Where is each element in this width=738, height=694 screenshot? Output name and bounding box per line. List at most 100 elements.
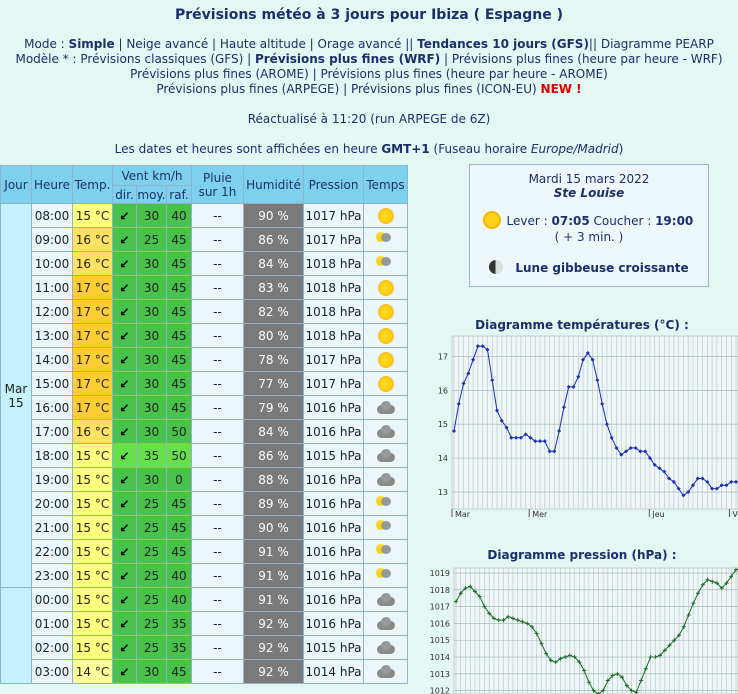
plot-area bbox=[451, 335, 738, 510]
wind-avg-cell: 25 bbox=[136, 539, 167, 564]
data-point bbox=[525, 621, 530, 626]
rain-cell: -- bbox=[191, 395, 244, 420]
tz-middle: (Fuseau horaire bbox=[433, 142, 528, 156]
temp-cell: 17 °C bbox=[72, 395, 113, 420]
table-row: 18:00 15 °C ↙ 35 50 -- 86 % 1015 hPa bbox=[1, 443, 408, 468]
humidity-cell: 77 % bbox=[243, 371, 304, 396]
x-tick-label: Mer bbox=[532, 510, 548, 519]
hour-cell: 02:00 bbox=[31, 635, 73, 660]
info-date: Mardi 15 mars 2022 bbox=[528, 172, 650, 186]
temp-cell: 15 °C bbox=[72, 587, 113, 612]
page-title: Prévisions météo à 3 jours pour Ibiza ( … bbox=[175, 7, 563, 23]
forecast-table: Jour Heure Temp. Vent km/h Pluie sur 1h … bbox=[0, 165, 408, 684]
hour-cell: 00:00 bbox=[31, 587, 73, 612]
modele-icon-link[interactable]: Prévisions plus fines (ICON-EU) bbox=[350, 82, 537, 96]
wind-dir-cell: ↙ bbox=[112, 491, 137, 516]
header-temps: Temps bbox=[363, 165, 408, 204]
mode-neige-link[interactable]: Neige avancé bbox=[126, 37, 209, 51]
hour-cell: 08:00 bbox=[31, 203, 73, 228]
mode-altitude-link[interactable]: Haute altitude bbox=[219, 37, 306, 51]
mode-simple-link[interactable]: Simple bbox=[68, 37, 115, 51]
pressure-cell: 1018 hPa bbox=[303, 323, 364, 348]
modele-wrf-hourly-link[interactable]: Prévisions plus fines (heure par heure -… bbox=[451, 52, 723, 66]
temp-cell: 15 °C bbox=[72, 539, 113, 564]
wind-gust-cell: 45 bbox=[166, 299, 192, 324]
data-point bbox=[605, 678, 610, 683]
data-point bbox=[671, 479, 676, 484]
y-tick-label: 1015 bbox=[430, 636, 450, 645]
wind-dir-cell: ↙ bbox=[112, 347, 137, 372]
data-point bbox=[471, 357, 476, 362]
pressure-cell: 1017 hPa bbox=[303, 227, 364, 252]
x-tick-label: Ven bbox=[732, 510, 738, 519]
hour-cell: 18:00 bbox=[31, 443, 73, 468]
hour-cell: 23:00 bbox=[31, 563, 73, 588]
wind-avg-cell: 25 bbox=[136, 611, 167, 636]
data-point bbox=[595, 378, 600, 383]
wind-gust-cell: 40 bbox=[166, 587, 192, 612]
hour-cell: 01:00 bbox=[31, 611, 73, 636]
data-point bbox=[496, 618, 501, 623]
data-point bbox=[463, 586, 468, 591]
wind-avg-cell: 25 bbox=[136, 227, 167, 252]
wind-dir-cell: ↙ bbox=[112, 467, 137, 492]
wind-avg-cell: 30 bbox=[136, 395, 167, 420]
mode-pearp-link[interactable]: Diagramme PEARP bbox=[600, 37, 714, 51]
humidity-cell: 90 % bbox=[243, 515, 304, 540]
data-point bbox=[677, 633, 682, 638]
wind-avg-cell: 35 bbox=[136, 443, 167, 468]
x-tick-label: Jeu bbox=[651, 510, 664, 519]
humidity-cell: 91 % bbox=[243, 587, 304, 612]
mode-tendances-link[interactable]: Tendances 10 jours (GFS) bbox=[417, 37, 589, 51]
new-badge: NEW ! bbox=[540, 82, 582, 96]
data-point bbox=[491, 616, 496, 621]
cloud-icon bbox=[375, 400, 397, 416]
data-point bbox=[577, 660, 582, 665]
rain-cell: -- bbox=[191, 611, 244, 636]
mode-label: Mode : bbox=[24, 37, 65, 51]
mode-orage-link[interactable]: Orage avancé bbox=[317, 37, 402, 51]
day-cell: Mar 15 bbox=[0, 203, 32, 588]
data-point bbox=[452, 428, 456, 433]
data-point bbox=[506, 614, 511, 619]
data-point bbox=[495, 408, 500, 413]
data-point bbox=[667, 476, 672, 481]
wind-gust-cell: 35 bbox=[166, 611, 192, 636]
tz-zone: Europe/Madrid bbox=[530, 142, 619, 156]
coucher-label: Coucher : bbox=[593, 214, 652, 228]
temp-chart-title: Diagramme températures (°C) : bbox=[475, 318, 689, 332]
wind-gust-cell: 50 bbox=[166, 419, 192, 444]
pressure-cell: 1016 hPa bbox=[303, 419, 364, 444]
y-tick-label: 17 bbox=[438, 352, 448, 361]
modele-wrf-link[interactable]: Prévisions plus fines (WRF) bbox=[254, 52, 441, 66]
wind-dir-cell: ↙ bbox=[112, 419, 137, 444]
data-point bbox=[729, 479, 734, 484]
data-point bbox=[639, 678, 644, 683]
pressure-cell: 1016 hPa bbox=[303, 467, 364, 492]
table-row: 09:00 16 °C ↙ 25 45 -- 86 % 1017 hPa bbox=[1, 227, 408, 252]
temp-cell: 15 °C bbox=[72, 467, 113, 492]
data-point bbox=[705, 479, 710, 484]
modele-arpege-link[interactable]: Prévisions plus fines (ARPEGE) bbox=[156, 82, 340, 96]
data-point bbox=[523, 432, 528, 437]
data-point bbox=[653, 655, 658, 660]
wind-dir-cell: ↙ bbox=[112, 299, 137, 324]
modele-arome-link[interactable]: Prévisions plus fines (AROME) bbox=[130, 67, 309, 81]
wind-dir-cell: ↙ bbox=[112, 659, 137, 684]
data-point bbox=[681, 624, 686, 629]
hour-cell: 03:00 bbox=[31, 659, 73, 684]
hour-cell: 19:00 bbox=[31, 467, 73, 492]
data-point bbox=[567, 653, 572, 658]
wind-dir-cell: ↙ bbox=[112, 635, 137, 660]
modele-arome-hourly-link[interactable]: Prévisions plus fines (heure par heure -… bbox=[320, 67, 608, 81]
data-point bbox=[539, 641, 544, 646]
humidity-cell: 78 % bbox=[243, 347, 304, 372]
mode-links: Mode : Simple | Neige avancé | Haute alt… bbox=[24, 37, 714, 51]
data-point bbox=[572, 655, 577, 660]
wind-dir-cell: ↙ bbox=[112, 587, 137, 612]
pressure-cell: 1016 hPa bbox=[303, 539, 364, 564]
modele-gfs-link[interactable]: Prévisions classiques (GFS) bbox=[80, 52, 244, 66]
wind-avg-cell: 30 bbox=[136, 659, 167, 684]
data-point bbox=[620, 675, 625, 680]
timezone-note: Les dates et heures sont affichées en he… bbox=[0, 142, 738, 156]
